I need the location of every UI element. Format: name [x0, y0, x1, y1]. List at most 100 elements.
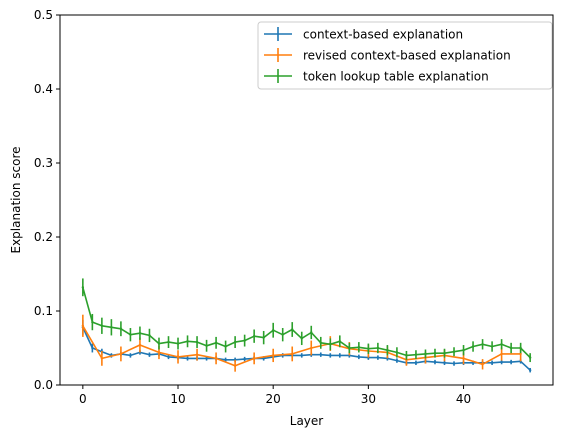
plot-area	[81, 278, 532, 373]
data-point	[471, 345, 475, 348]
data-point	[452, 362, 456, 365]
legend-label: revised context-based explanation	[303, 49, 511, 63]
data-point	[271, 354, 275, 357]
data-point	[91, 346, 94, 350]
data-point	[348, 346, 351, 350]
data-point	[357, 355, 361, 359]
data-point	[119, 327, 123, 330]
data-point	[271, 329, 275, 332]
data-point	[329, 343, 332, 346]
data-point	[395, 351, 399, 354]
data-point	[481, 343, 484, 346]
y-axis: 0.0 0.1 0.2 0.3 0.4 0.5	[34, 8, 60, 392]
data-point	[233, 364, 237, 367]
data-point	[462, 349, 465, 352]
data-point	[119, 352, 123, 356]
x-tick-label: 0	[79, 392, 87, 406]
data-point	[424, 352, 427, 356]
data-point	[81, 324, 85, 327]
y-tick-label: 0.5	[34, 8, 53, 22]
data-point	[338, 354, 342, 357]
data-point	[300, 337, 303, 340]
data-point	[490, 361, 494, 364]
series-line	[82, 325, 521, 367]
series-line	[82, 287, 531, 359]
data-point	[262, 336, 265, 339]
data-point	[405, 354, 408, 357]
data-point	[300, 354, 303, 357]
data-point	[252, 334, 256, 338]
data-point	[319, 341, 322, 345]
data-point	[386, 349, 389, 352]
data-point	[310, 331, 313, 334]
data-point	[528, 369, 532, 372]
data-point	[500, 343, 503, 346]
data-point	[443, 361, 446, 364]
data-point	[376, 356, 380, 359]
y-tick-label: 0.1	[34, 304, 53, 318]
x-axis: 0 10 20 30 40	[79, 385, 471, 406]
legend-label: context-based explanation	[303, 28, 463, 42]
data-point	[310, 346, 313, 350]
data-point	[129, 333, 132, 336]
data-point	[224, 358, 227, 362]
legend-handle	[264, 48, 292, 62]
data-point	[376, 346, 380, 350]
legend-handle	[264, 27, 292, 41]
data-point	[214, 357, 218, 360]
x-tick-label: 10	[170, 392, 185, 406]
data-point	[291, 328, 294, 331]
data-point	[414, 353, 418, 356]
data-point	[81, 286, 85, 289]
legend-handle	[264, 69, 292, 83]
series-2	[81, 314, 522, 372]
data-point	[367, 347, 370, 350]
data-point	[252, 357, 256, 360]
data-point	[224, 345, 227, 348]
series-line	[82, 326, 531, 371]
data-point	[157, 351, 161, 354]
data-point	[205, 344, 208, 347]
data-point	[148, 353, 151, 356]
data-point	[205, 357, 208, 360]
data-point	[414, 361, 418, 364]
data-point	[167, 355, 170, 359]
y-tick-label: 0.0	[34, 378, 53, 392]
x-tick-label: 20	[266, 392, 281, 406]
data-point	[186, 340, 189, 343]
data-point	[100, 357, 104, 360]
data-point	[167, 340, 170, 344]
data-point	[91, 320, 94, 324]
data-point	[214, 341, 218, 345]
data-point	[452, 350, 456, 353]
axes-frame	[59, 14, 554, 386]
data-point	[100, 324, 104, 327]
x-tick-label: 40	[456, 392, 471, 406]
data-point	[129, 354, 132, 357]
data-point	[195, 340, 199, 344]
x-tick-label: 30	[361, 392, 376, 406]
data-point	[329, 354, 332, 357]
data-point	[433, 351, 437, 355]
data-point	[195, 353, 199, 356]
data-point	[490, 345, 494, 348]
data-point	[110, 326, 113, 329]
data-point	[319, 353, 322, 356]
data-point	[138, 343, 142, 347]
y-tick-label: 0.4	[34, 82, 53, 96]
legend: context-based explanation revised context…	[257, 21, 553, 90]
data-point	[281, 333, 284, 336]
data-point	[186, 357, 189, 360]
data-point	[433, 360, 437, 364]
data-point	[519, 352, 522, 356]
series-3	[81, 278, 532, 363]
legend-label: token lookup table explanation	[303, 70, 489, 84]
legend-box	[257, 21, 553, 90]
data-point	[443, 351, 446, 355]
data-point	[338, 340, 342, 343]
data-point	[243, 357, 246, 361]
data-point	[500, 360, 503, 364]
data-point	[395, 359, 399, 362]
data-point	[233, 340, 237, 344]
